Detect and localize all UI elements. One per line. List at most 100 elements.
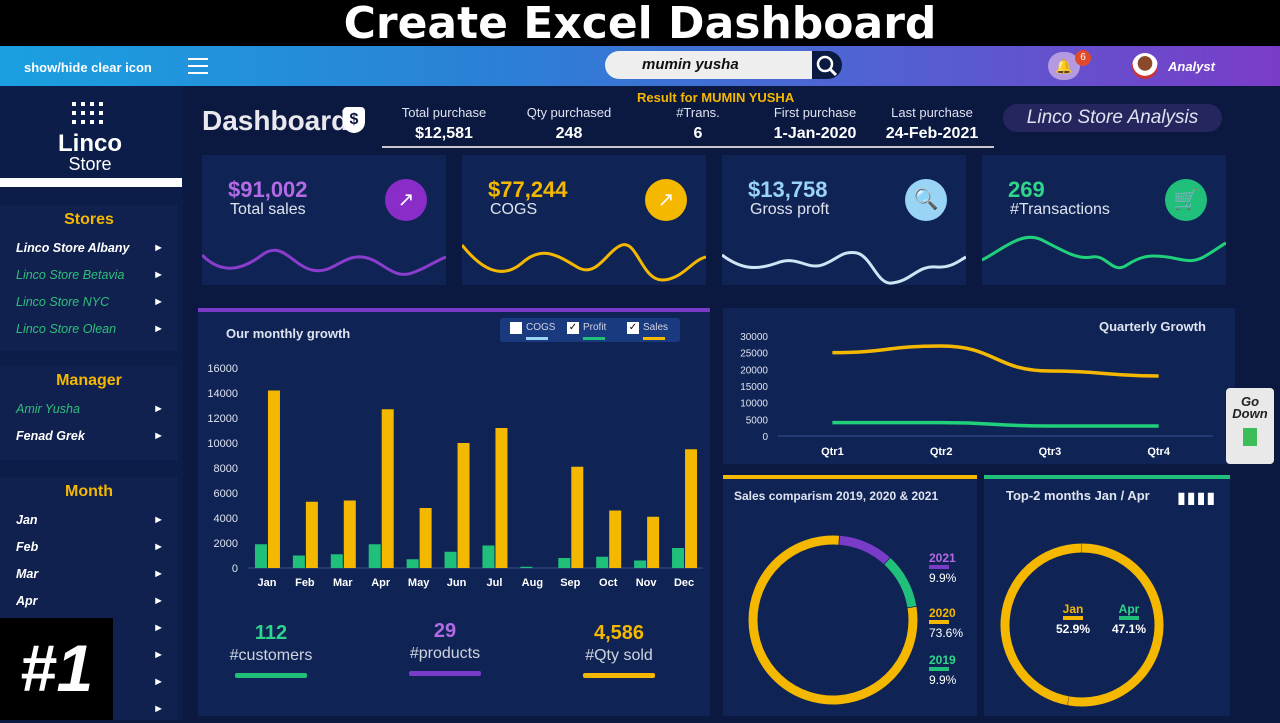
store-item-betavia[interactable]: Linco Store Betavia ► bbox=[0, 262, 178, 289]
stat-label: Total purchase bbox=[401, 105, 487, 120]
kpi-label: #Qty sold bbox=[585, 647, 653, 664]
logo-grid-icon bbox=[72, 102, 104, 126]
kpi-value: 29 bbox=[433, 620, 457, 642]
x-tick-label: Jul bbox=[487, 577, 503, 589]
kpi-customers: 112 #customers bbox=[226, 622, 316, 678]
sparkline-sales bbox=[202, 248, 446, 276]
slice-jan bbox=[1067, 543, 1164, 707]
legend-checkbox-sales[interactable]: ✓ bbox=[627, 322, 639, 334]
kpi-total-sales: $91,002 Total sales ↗ bbox=[202, 155, 446, 285]
arrow-icon: ► bbox=[153, 323, 164, 335]
store-item-nyc[interactable]: Linco Store NYC ► bbox=[0, 289, 178, 316]
more-options-icon[interactable]: ▮▮▮▮ bbox=[1177, 490, 1217, 507]
logo-divider bbox=[0, 178, 182, 187]
chart-title: Quarterly Growth bbox=[1099, 319, 1206, 334]
legend-jan: Jan 52.9% bbox=[1056, 602, 1090, 636]
arrow-icon: ► bbox=[153, 622, 164, 634]
stat-value: 248 bbox=[555, 125, 583, 142]
legend-swatch bbox=[929, 565, 949, 569]
legend-2020: 2020 73.6% bbox=[929, 606, 963, 640]
hamburger-menu-icon[interactable] bbox=[188, 58, 208, 74]
search-input[interactable]: mumin yusha bbox=[605, 51, 812, 79]
slice-apr bbox=[1000, 543, 1082, 706]
bar-sales bbox=[419, 508, 432, 568]
bar-profit bbox=[672, 548, 685, 568]
month-item-feb[interactable]: Feb ► bbox=[0, 534, 178, 561]
top-bar: show/hide clear icon mumin yusha 🔔 6 Ana… bbox=[0, 46, 1280, 86]
y-tick-label: 5000 bbox=[746, 415, 769, 426]
legend-swatch bbox=[929, 620, 949, 624]
kpi-qty-sold: 4,586 #Qty sold bbox=[574, 622, 664, 678]
go-down-label: Down bbox=[1232, 406, 1268, 421]
y-tick-label: 20000 bbox=[740, 365, 768, 376]
stat-label: #Trans. bbox=[676, 105, 720, 120]
bar-sales bbox=[647, 516, 660, 568]
search-button[interactable] bbox=[812, 51, 842, 79]
bar-sales bbox=[267, 390, 280, 568]
avatar[interactable] bbox=[1132, 53, 1158, 79]
slice-2021 bbox=[839, 535, 890, 565]
chart-title: Top-2 months Jan / Apr bbox=[1006, 488, 1150, 503]
legend-label: Profit bbox=[583, 322, 607, 333]
stat-value: 24-Feb-2021 bbox=[885, 125, 979, 142]
y-tick-label: 0 bbox=[232, 563, 238, 575]
legend-label: Jan bbox=[1062, 602, 1084, 616]
bar-sales bbox=[305, 501, 318, 568]
cart-icon: 🛒 bbox=[1165, 179, 1207, 221]
store-label: Linco Store NYC bbox=[16, 295, 110, 309]
bar-profit bbox=[634, 560, 647, 568]
slice-2019 bbox=[884, 558, 917, 608]
month-item[interactable]: ► bbox=[0, 615, 178, 642]
stat-total-purchase: Total purchase $12,581 bbox=[398, 105, 490, 143]
bar-sales bbox=[457, 443, 470, 568]
y-tick-label: 16000 bbox=[207, 363, 238, 375]
arrow-down-icon bbox=[1243, 428, 1257, 446]
manager-label: Amir Yusha bbox=[16, 402, 80, 416]
kpi-gross-profit: $13,758 Gross proft 🔍 bbox=[722, 155, 966, 285]
legend-swatch bbox=[643, 337, 665, 340]
analysis-label: Linco Store Analysis bbox=[1003, 104, 1222, 132]
kpi-underline bbox=[235, 673, 307, 678]
legend-checkbox-cogs[interactable] bbox=[510, 322, 522, 334]
legend-2019: 2019 9.9% bbox=[929, 653, 956, 687]
month-item-apr[interactable]: Apr ► bbox=[0, 588, 178, 615]
logo-name: Linco bbox=[58, 130, 122, 157]
sparkline-transactions bbox=[982, 235, 1226, 270]
bar-profit bbox=[520, 566, 533, 568]
arrow-icon: ► bbox=[153, 676, 164, 688]
sales-comparison-card: Sales comparism 2019, 2020 & 2021 2021 9… bbox=[723, 475, 977, 716]
y-tick-label: 15000 bbox=[740, 382, 768, 393]
toggle-clear-icon-link[interactable]: show/hide clear icon bbox=[24, 60, 152, 75]
bell-icon[interactable]: 🔔 bbox=[1048, 52, 1080, 80]
x-tick-label: Jun bbox=[447, 577, 467, 589]
month-item[interactable]: ► bbox=[0, 669, 178, 696]
month-item[interactable]: ► bbox=[0, 696, 178, 723]
month-item-mar[interactable]: Mar ► bbox=[0, 561, 178, 588]
store-item-olean[interactable]: Linco Store Olean ► bbox=[0, 316, 178, 343]
month-item-jan[interactable]: Jan ► bbox=[0, 507, 178, 534]
chart-legend: COGS ✓ Profit ✓ Sales bbox=[500, 318, 680, 342]
shield-icon: $ bbox=[343, 107, 365, 133]
store-logo: Linco Store bbox=[0, 86, 183, 178]
manager-item-fenad[interactable]: Fenad Grek ► bbox=[0, 423, 178, 450]
arrow-icon: ► bbox=[153, 703, 164, 715]
store-label: Linco Store Olean bbox=[16, 322, 117, 336]
card-accent bbox=[984, 475, 1230, 479]
month-item[interactable]: ► bbox=[0, 642, 178, 669]
kpi-value: $13,758 bbox=[748, 177, 828, 202]
manager-item-amir[interactable]: Amir Yusha ► bbox=[0, 396, 178, 423]
arrow-icon: ► bbox=[153, 242, 164, 254]
manager-label: Fenad Grek bbox=[16, 429, 85, 443]
x-tick-label: Qtr2 bbox=[930, 446, 953, 458]
stat-value: $12,581 bbox=[415, 125, 473, 142]
legend-checkbox-profit[interactable]: ✓ bbox=[567, 322, 579, 334]
bar-profit bbox=[558, 558, 571, 568]
chart-up-icon: ↗ bbox=[645, 179, 687, 221]
manager-slicer: Manager Amir Yusha ► Fenad Grek ► bbox=[0, 366, 178, 460]
y-tick-label: 10000 bbox=[207, 438, 238, 450]
store-item-albany[interactable]: Linco Store Albany ► bbox=[0, 235, 178, 262]
go-down-button[interactable]: Go Down bbox=[1226, 388, 1274, 464]
line-profit bbox=[832, 420, 1159, 428]
month-title: Month bbox=[65, 483, 113, 500]
arrow-icon: ► bbox=[153, 649, 164, 661]
